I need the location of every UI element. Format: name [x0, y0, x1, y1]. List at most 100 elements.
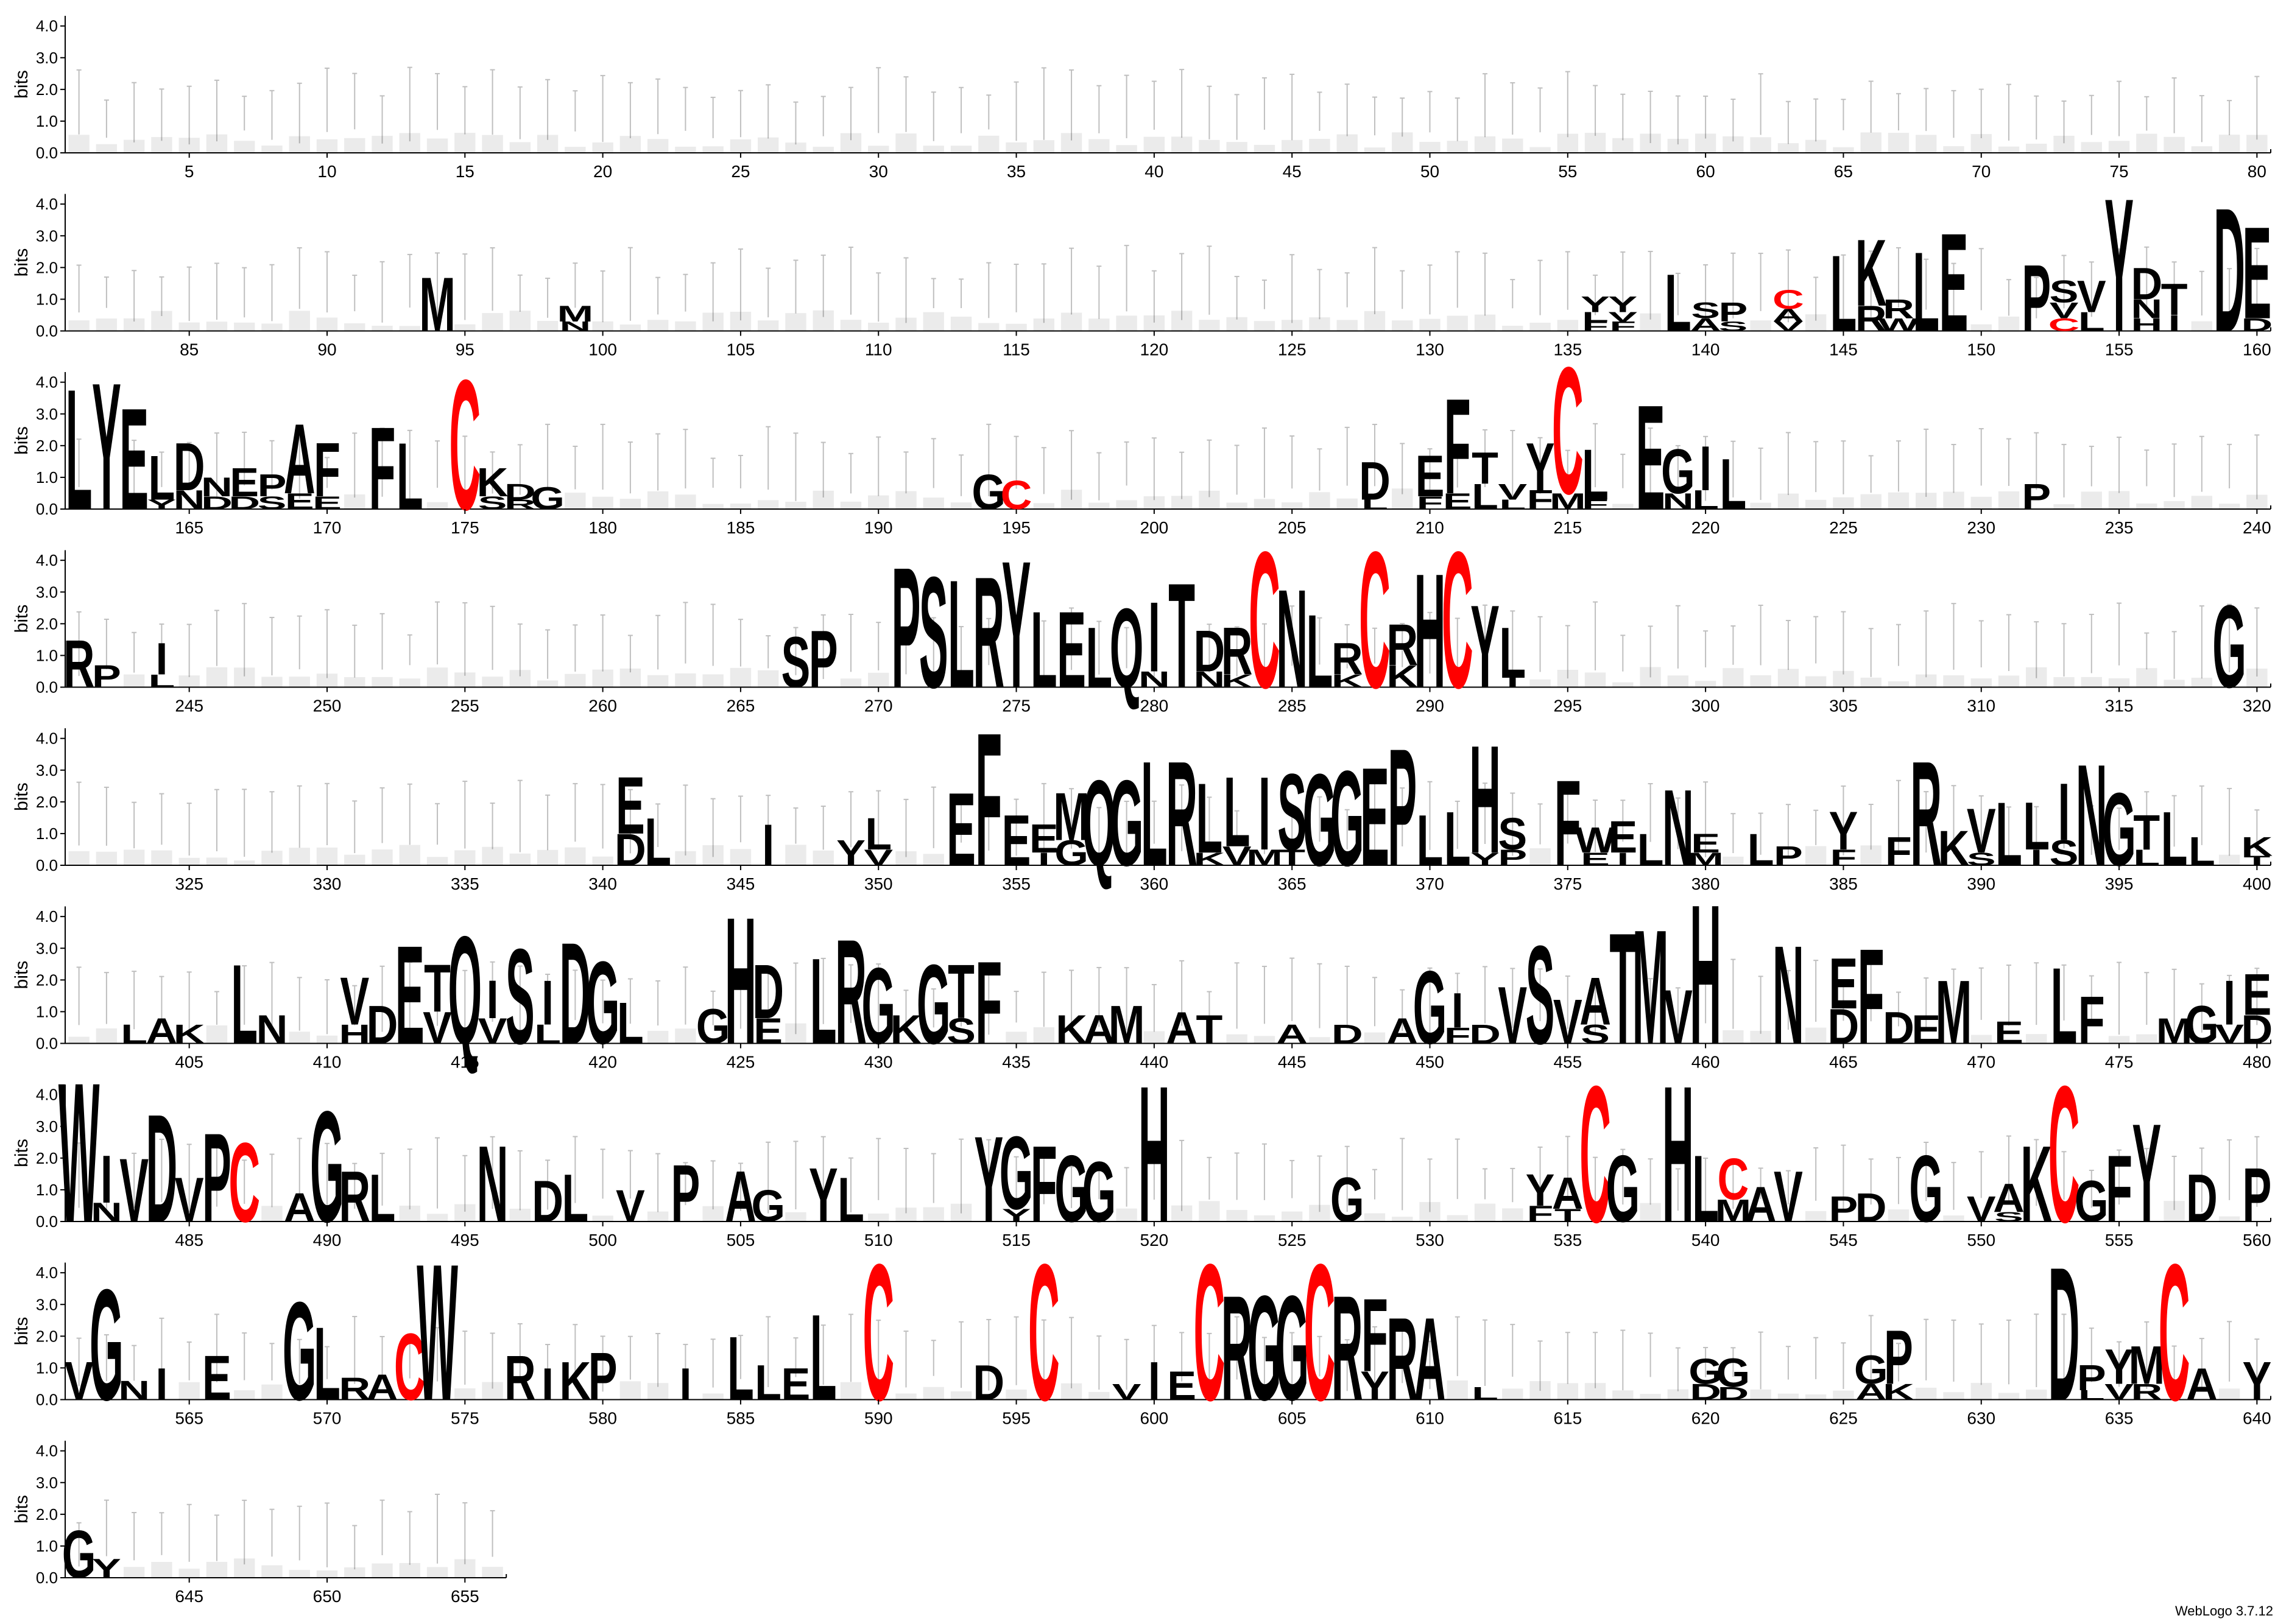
residual-stack	[1777, 493, 1799, 509]
logo-letter: L	[810, 1288, 837, 1425]
residual-stack	[537, 320, 559, 331]
logo-letter: L	[1913, 228, 1939, 356]
logo-letter: I	[2223, 967, 2235, 1038]
residual-stack	[1254, 144, 1275, 153]
residual-stack	[1612, 1390, 1634, 1400]
logo-letter: D	[146, 1083, 178, 1255]
x-tick-label: 545	[1829, 1231, 1858, 1250]
logo-letter: F	[1885, 828, 1912, 874]
residual-stack	[372, 1563, 393, 1578]
y-tick-label: 3.0	[36, 49, 58, 67]
logo-letter: L	[369, 1160, 396, 1236]
residual-stack	[1281, 502, 1303, 509]
residual-stack	[1226, 142, 1247, 153]
logo-letter: P	[1884, 1314, 1913, 1400]
residual-stack	[2081, 491, 2102, 509]
logo-letter: V	[1774, 1156, 1803, 1237]
residual-stack	[757, 500, 779, 509]
residual-stack	[2191, 321, 2213, 331]
logo-letter: N	[2131, 294, 2162, 324]
logo-letter: R	[63, 625, 95, 701]
x-tick-label: 650	[313, 1587, 342, 1606]
y-axis-label: bits	[12, 1139, 32, 1167]
logo-letter: S	[2050, 274, 2079, 309]
logo-letter: F	[1031, 1123, 1057, 1245]
logo-letter: L	[948, 549, 975, 720]
x-tick-label: 345	[727, 874, 755, 893]
residual-stack	[454, 133, 476, 153]
residual-stack	[261, 851, 283, 865]
x-tick-label: 605	[1278, 1409, 1307, 1428]
residual-stack	[2136, 503, 2157, 509]
logo-letter: V	[1774, 319, 1804, 334]
y-tick-label: 1.0	[36, 112, 58, 130]
residual-stack	[399, 845, 420, 865]
residual-stack	[178, 1382, 200, 1400]
residual-stack	[950, 146, 972, 153]
logo-letter: V	[423, 1003, 452, 1053]
logo-letter: D	[559, 913, 591, 1075]
residual-stack	[1667, 1389, 1689, 1400]
logo-letter: N	[256, 1007, 288, 1052]
residual-stack	[123, 1567, 145, 1578]
logo-letter: K	[1194, 849, 1226, 870]
logo-letter: K	[1221, 670, 1253, 691]
logo-letter: T	[1609, 901, 1636, 1077]
x-tick-label: 120	[1140, 340, 1169, 359]
logo-letter: R	[1855, 298, 1887, 339]
logo-letter: H	[1138, 1046, 1170, 1264]
residual-stack	[1695, 133, 1716, 153]
residual-stack	[1006, 1389, 1027, 1400]
x-tick-label: 615	[1553, 1409, 1582, 1428]
residual-stack	[592, 856, 613, 865]
residual-stack	[1777, 1393, 1799, 1400]
residual-stack	[1943, 146, 1964, 153]
residual-stack	[261, 323, 283, 331]
residual-stack	[1419, 141, 1441, 153]
logo-letter: N	[1276, 561, 1308, 718]
x-tick-label: 175	[451, 518, 479, 537]
residual-stack	[454, 850, 476, 865]
logo-letter: L	[1224, 756, 1250, 868]
residual-stack	[372, 849, 393, 865]
residual-stack	[1392, 1217, 1413, 1222]
residual-stack	[1612, 138, 1634, 153]
residual-stack	[178, 322, 200, 331]
logo-letter: C	[862, 1224, 894, 1441]
logo-letter: P	[258, 468, 287, 504]
logo-letter: E	[1167, 1363, 1196, 1408]
residual-stack	[1447, 315, 1468, 331]
logo-letter: E	[1636, 374, 1665, 541]
x-tick-label: 425	[727, 1053, 755, 1072]
x-tick-label: 490	[313, 1231, 342, 1250]
x-tick-label: 575	[451, 1409, 479, 1428]
logo-letter: Y	[1002, 523, 1031, 726]
residual-stack	[1060, 1383, 1082, 1400]
logo-letter: R	[1910, 731, 1942, 898]
logo-letter: V	[1663, 974, 1693, 1060]
logo-letter: D	[2131, 259, 2162, 309]
x-tick-label: 470	[1967, 1053, 1995, 1072]
x-tick-label: 625	[1829, 1409, 1858, 1428]
x-tick-label: 565	[175, 1409, 203, 1428]
residual-stack	[1640, 1203, 1661, 1222]
residual-stack	[813, 490, 834, 509]
y-tick-label: 1.0	[36, 824, 58, 843]
residual-stack	[895, 491, 917, 509]
logo-letter: L	[149, 670, 175, 691]
logo-letter: D	[504, 479, 536, 505]
residual-stack	[1695, 681, 1716, 687]
logo-letter: S	[781, 622, 811, 703]
residual-stack	[206, 667, 228, 687]
y-tick-label: 3.0	[36, 405, 58, 423]
residual-stack	[2026, 667, 2047, 687]
y-tick-label: 2.0	[36, 614, 58, 633]
residual-stack	[730, 849, 752, 865]
residual-stack	[1998, 146, 2020, 153]
logo-letter: F	[1361, 1276, 1388, 1393]
residual-stack	[1805, 676, 1827, 687]
logo-letter: C	[1359, 511, 1391, 729]
logo-letter: I	[762, 813, 774, 879]
y-tick-label: 0.0	[36, 322, 58, 340]
